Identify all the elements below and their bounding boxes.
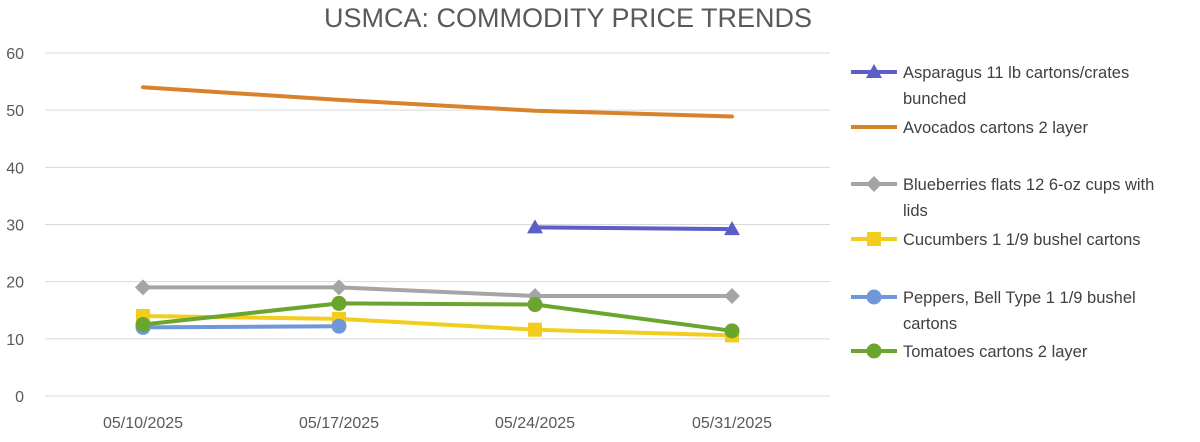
legend-swatch-marker [866, 289, 882, 305]
series-line [141, 285, 734, 298]
series-line [533, 225, 734, 232]
series-tomatoes-cartons-2-layer [135, 295, 740, 339]
data-point [527, 219, 543, 234]
legend-entry: Blueberries flats 12 6-oz cups with lids [851, 176, 1154, 220]
legend-label: cartons [903, 315, 957, 333]
data-point [331, 295, 347, 311]
data-point [527, 297, 543, 313]
y-tick-label: 0 [15, 389, 24, 406]
data-point [135, 317, 151, 333]
legend-label: Avocados cartons 2 layer [903, 119, 1088, 137]
legend-entry: Avocados cartons 2 layer [851, 119, 1088, 137]
x-tick-label: 05/17/2025 [299, 415, 379, 432]
legend-entry: Asparagus 11 lb cartons/crates bunched [851, 64, 1129, 108]
legend-label: Asparagus 11 lb cartons/crates [903, 64, 1129, 82]
chart-title: USMCA: COMMODITY PRICE TRENDS [324, 3, 812, 33]
legend-swatch-marker [867, 232, 881, 246]
gridlines [45, 52, 830, 397]
y-tick-label: 30 [6, 218, 24, 235]
x-tick-label: 05/31/2025 [692, 415, 772, 432]
legend-entry: Tomatoes cartons 2 layer [851, 343, 1088, 361]
x-tick-label: 05/24/2025 [495, 415, 575, 432]
x-tick-label: 05/10/2025 [103, 415, 183, 432]
y-axis-tick-labels: 0 10 20 30 40 50 60 [6, 46, 24, 406]
series-avocados-cartons-2-layer [141, 85, 734, 119]
series-line [141, 324, 341, 330]
legend: Asparagus 11 lb cartons/crates bunched Avo… [851, 64, 1154, 361]
data-point [331, 279, 347, 296]
series-asparagus-11-lb-cartons-crates-bunched [527, 219, 740, 236]
data-point [724, 221, 740, 236]
data-point [724, 287, 740, 304]
data-point [724, 323, 740, 339]
series-line [141, 313, 734, 338]
series-line [141, 85, 734, 119]
legend-label: Cucumbers 1 1/9 bushel cartons [903, 231, 1141, 249]
legend-entry: Peppers, Bell Type 1 1/9 bushel cartons [851, 289, 1136, 333]
x-axis-tick-labels: 05/10/2025 05/17/2025 05/24/2025 05/31/2025 [103, 415, 772, 432]
y-tick-label: 10 [6, 332, 24, 349]
legend-swatch-marker [866, 343, 882, 359]
data-point [331, 318, 347, 334]
y-tick-label: 60 [6, 46, 24, 63]
legend-swatch-marker [866, 64, 882, 78]
series-lines [135, 85, 740, 343]
data-point [135, 279, 151, 296]
legend-label: Tomatoes cartons 2 layer [903, 343, 1088, 361]
legend-swatch-marker [866, 176, 882, 192]
y-tick-label: 50 [6, 103, 24, 120]
data-point [528, 322, 542, 337]
series-line [141, 301, 734, 333]
legend-label: Peppers, Bell Type 1 1/9 bushel [903, 289, 1136, 307]
legend-label: Blueberries flats 12 6-oz cups with [903, 176, 1154, 194]
y-tick-label: 20 [6, 275, 24, 292]
series-blueberries-flats-12-6-oz-cups-with-lids [135, 279, 740, 304]
legend-entry: Cucumbers 1 1/9 bushel cartons [851, 231, 1141, 249]
legend-label: lids [903, 202, 928, 220]
y-tick-label: 40 [6, 160, 24, 177]
legend-label: bunched [903, 90, 966, 108]
